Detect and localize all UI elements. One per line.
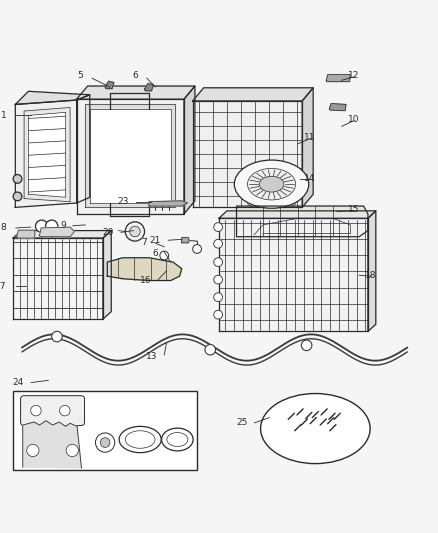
Circle shape	[214, 293, 223, 302]
Circle shape	[214, 223, 223, 231]
Polygon shape	[28, 112, 66, 197]
Polygon shape	[302, 88, 313, 207]
Polygon shape	[329, 103, 346, 110]
Polygon shape	[193, 88, 313, 101]
Polygon shape	[23, 421, 81, 468]
Circle shape	[100, 438, 110, 447]
Text: 7: 7	[141, 238, 147, 247]
Polygon shape	[24, 108, 70, 201]
Polygon shape	[85, 104, 175, 207]
Circle shape	[160, 251, 169, 260]
Circle shape	[46, 220, 58, 232]
Text: 6: 6	[152, 249, 158, 258]
Text: 18: 18	[365, 271, 377, 280]
Circle shape	[60, 405, 70, 416]
Polygon shape	[219, 219, 368, 332]
Text: 10: 10	[348, 115, 359, 124]
Polygon shape	[15, 100, 77, 207]
Circle shape	[125, 222, 145, 241]
Text: 12: 12	[348, 71, 359, 80]
Polygon shape	[39, 227, 74, 237]
Ellipse shape	[247, 168, 296, 200]
Ellipse shape	[261, 393, 370, 464]
Text: 13: 13	[146, 352, 158, 361]
Text: 11: 11	[304, 133, 315, 142]
Polygon shape	[184, 86, 195, 214]
Text: 25: 25	[236, 418, 247, 427]
Polygon shape	[17, 230, 35, 238]
Polygon shape	[13, 238, 103, 319]
Text: 5: 5	[78, 71, 83, 80]
Text: 15: 15	[348, 205, 359, 214]
Polygon shape	[219, 211, 376, 219]
Ellipse shape	[234, 160, 309, 208]
Text: 6: 6	[132, 71, 138, 80]
Polygon shape	[107, 258, 182, 280]
Text: 1: 1	[1, 111, 7, 120]
Polygon shape	[368, 211, 376, 332]
Circle shape	[66, 445, 78, 457]
Circle shape	[95, 433, 115, 452]
Polygon shape	[90, 109, 171, 203]
Text: 23: 23	[118, 197, 129, 206]
Circle shape	[35, 220, 48, 232]
Polygon shape	[77, 99, 184, 214]
Text: 8: 8	[1, 223, 7, 232]
Text: 9: 9	[60, 221, 66, 230]
Circle shape	[214, 239, 223, 248]
Circle shape	[193, 245, 201, 253]
Polygon shape	[13, 231, 111, 238]
Polygon shape	[182, 238, 189, 243]
Circle shape	[214, 310, 223, 319]
Text: 21: 21	[150, 236, 161, 245]
Circle shape	[31, 405, 41, 416]
Circle shape	[130, 226, 140, 237]
Polygon shape	[326, 75, 350, 82]
Circle shape	[214, 275, 223, 284]
FancyBboxPatch shape	[21, 395, 85, 425]
Circle shape	[52, 332, 62, 342]
Polygon shape	[77, 95, 90, 203]
Text: 14: 14	[304, 174, 315, 183]
Polygon shape	[15, 91, 90, 104]
Polygon shape	[145, 84, 153, 91]
Circle shape	[301, 340, 312, 351]
Text: 16: 16	[140, 276, 151, 285]
Polygon shape	[149, 201, 187, 206]
Polygon shape	[193, 101, 302, 207]
FancyBboxPatch shape	[13, 391, 197, 470]
Polygon shape	[77, 86, 195, 99]
Text: 24: 24	[13, 378, 24, 387]
Ellipse shape	[259, 176, 284, 192]
Text: 17: 17	[0, 282, 7, 290]
Circle shape	[13, 192, 22, 201]
Circle shape	[27, 445, 39, 457]
Text: 20: 20	[102, 228, 114, 237]
Polygon shape	[237, 206, 368, 237]
Circle shape	[205, 344, 215, 355]
Circle shape	[13, 174, 22, 183]
Polygon shape	[103, 231, 111, 319]
Circle shape	[214, 258, 223, 266]
Polygon shape	[105, 81, 114, 88]
